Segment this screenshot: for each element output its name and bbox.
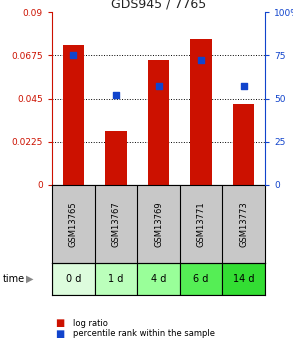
Text: ■: ■ [55, 318, 64, 328]
Text: ▶: ▶ [26, 274, 34, 284]
Point [241, 83, 246, 89]
Text: 1 d: 1 d [108, 274, 124, 284]
Bar [137, 263, 180, 295]
Bar [190, 39, 212, 185]
Point [114, 92, 118, 98]
Text: 4 d: 4 d [151, 274, 166, 284]
Text: percentile rank within the sample: percentile rank within the sample [72, 329, 214, 338]
Text: log ratio: log ratio [72, 319, 108, 328]
Title: GDS945 / 7765: GDS945 / 7765 [111, 0, 206, 11]
Text: GSM13765: GSM13765 [69, 201, 78, 247]
Text: time: time [3, 274, 25, 284]
Bar [105, 131, 127, 185]
Text: 6 d: 6 d [193, 274, 209, 284]
Text: GSM13773: GSM13773 [239, 201, 248, 247]
Bar [52, 263, 95, 295]
Point [71, 52, 76, 58]
Bar [233, 104, 254, 185]
Bar [95, 263, 137, 295]
Bar [148, 60, 169, 185]
Point [156, 83, 161, 89]
Point [199, 58, 203, 63]
Text: 0 d: 0 d [66, 274, 81, 284]
Text: ■: ■ [55, 328, 64, 338]
Text: GSM13771: GSM13771 [197, 201, 206, 247]
Bar [222, 263, 265, 295]
Bar [180, 263, 222, 295]
Text: GSM13767: GSM13767 [111, 201, 120, 247]
Text: 14 d: 14 d [233, 274, 254, 284]
Text: GSM13769: GSM13769 [154, 201, 163, 247]
Bar [63, 45, 84, 185]
